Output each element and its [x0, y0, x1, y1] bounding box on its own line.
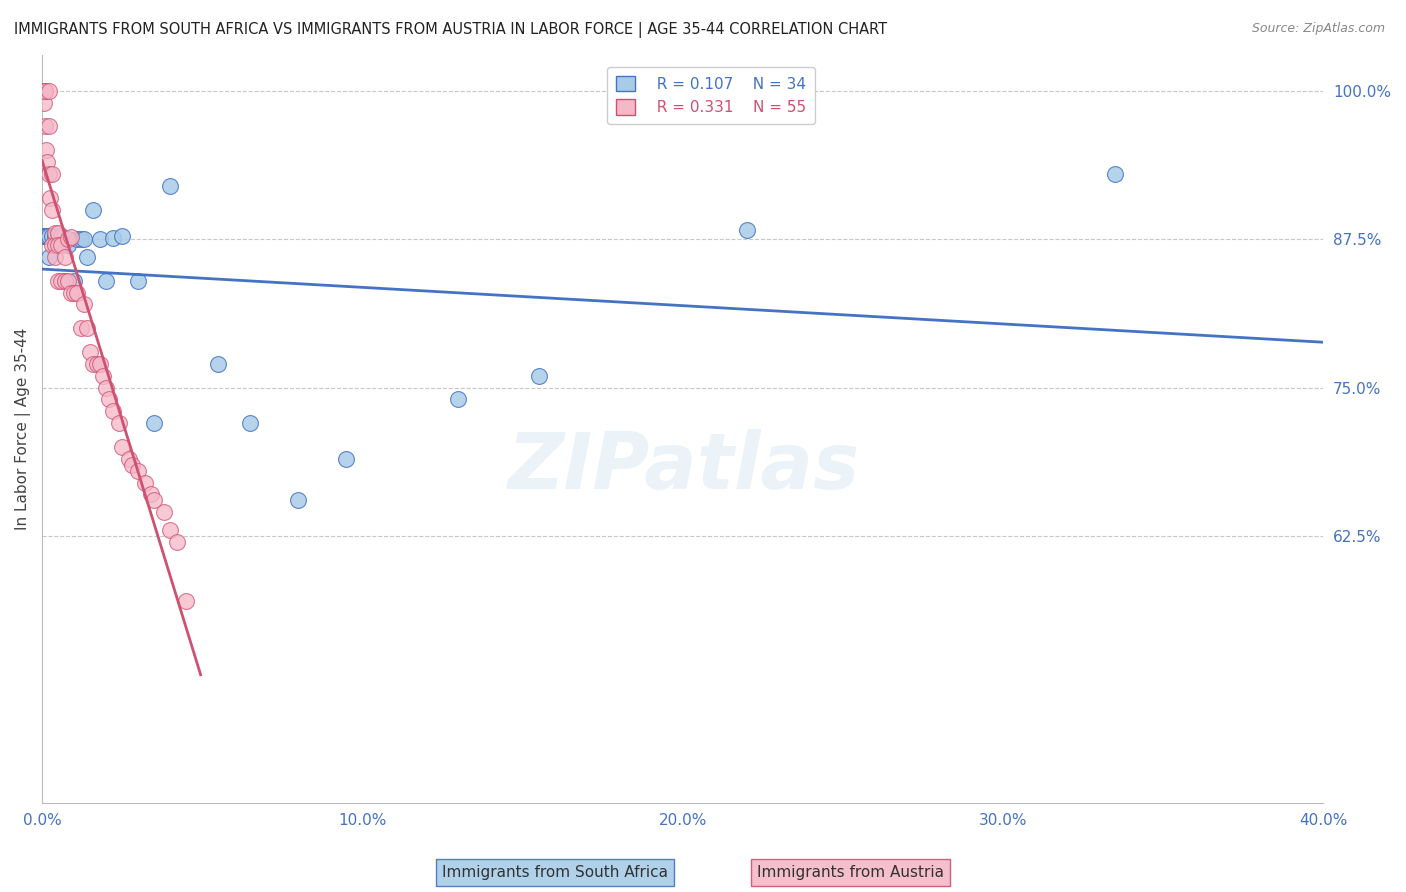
- Text: ZIPatlas: ZIPatlas: [506, 428, 859, 505]
- Point: [32, 84, 55, 98]
- Point: [86, 357, 108, 371]
- Point: [79, 345, 101, 359]
- Point: [89, 232, 111, 246]
- Point: [127, 274, 149, 288]
- Point: [32, 228, 55, 243]
- Point: [44, 238, 66, 252]
- Point: [174, 594, 197, 608]
- Point: [127, 464, 149, 478]
- Point: [143, 416, 166, 430]
- Point: [46, 228, 69, 243]
- Point: [335, 451, 357, 466]
- Y-axis label: In Labor Force | Age 35-44: In Labor Force | Age 35-44: [15, 328, 31, 531]
- Point: [121, 458, 143, 472]
- Point: [82, 357, 104, 371]
- Point: [1104, 167, 1126, 181]
- Point: [41, 167, 63, 181]
- Point: [38, 167, 60, 181]
- Point: [447, 392, 470, 407]
- Point: [207, 357, 229, 371]
- Point: [53, 250, 76, 264]
- Point: [143, 493, 166, 508]
- Point: [34, 228, 56, 243]
- Point: [159, 178, 181, 193]
- Point: [153, 505, 176, 519]
- Text: Immigrants from South Africa: Immigrants from South Africa: [443, 865, 668, 880]
- Point: [46, 274, 69, 288]
- Point: [735, 223, 758, 237]
- Point: [96, 274, 118, 288]
- Point: [63, 285, 86, 300]
- Point: [41, 228, 63, 243]
- Point: [117, 451, 139, 466]
- Point: [59, 229, 82, 244]
- Point: [56, 232, 79, 246]
- Point: [34, 228, 56, 243]
- Point: [41, 238, 63, 252]
- Point: [51, 238, 73, 252]
- Point: [108, 416, 131, 430]
- Point: [38, 250, 60, 264]
- Point: [66, 285, 89, 300]
- Point: [35, 155, 58, 169]
- Text: Immigrants from Austria: Immigrants from Austria: [756, 865, 945, 880]
- Point: [89, 357, 111, 371]
- Point: [527, 368, 550, 383]
- Point: [287, 493, 309, 508]
- Point: [166, 535, 188, 549]
- Point: [76, 321, 98, 335]
- Text: Source: ZipAtlas.com: Source: ZipAtlas.com: [1251, 22, 1385, 36]
- Text: IMMIGRANTS FROM SOUTH AFRICA VS IMMIGRANTS FROM AUSTRIA IN LABOR FORCE | AGE 35-: IMMIGRANTS FROM SOUTH AFRICA VS IMMIGRAN…: [14, 22, 887, 38]
- Point: [38, 120, 60, 134]
- Point: [111, 440, 134, 454]
- Point: [44, 228, 66, 243]
- Point: [56, 274, 79, 288]
- Point: [41, 202, 63, 217]
- Point: [73, 297, 96, 311]
- Point: [96, 381, 118, 395]
- Point: [34, 84, 56, 98]
- Point: [35, 143, 58, 157]
- Point: [139, 487, 162, 501]
- Point: [111, 228, 134, 243]
- Point: [51, 228, 73, 243]
- Point: [134, 475, 156, 490]
- Point: [159, 523, 181, 537]
- Point: [98, 392, 121, 407]
- Point: [66, 232, 89, 246]
- Point: [56, 238, 79, 252]
- Point: [34, 84, 56, 98]
- Point: [91, 368, 114, 383]
- Point: [101, 231, 124, 245]
- Legend:   R = 0.107    N = 34,   R = 0.331    N = 55: R = 0.107 N = 34, R = 0.331 N = 55: [607, 67, 815, 125]
- Point: [35, 228, 58, 243]
- Point: [34, 95, 56, 110]
- Point: [53, 274, 76, 288]
- Point: [59, 285, 82, 300]
- Point: [51, 274, 73, 288]
- Point: [44, 250, 66, 264]
- Point: [82, 202, 104, 217]
- Point: [63, 274, 86, 288]
- Point: [32, 84, 55, 98]
- Point: [239, 416, 262, 430]
- Point: [32, 84, 55, 98]
- Point: [73, 232, 96, 246]
- Point: [35, 228, 58, 243]
- Point: [46, 226, 69, 240]
- Point: [101, 404, 124, 418]
- Point: [38, 84, 60, 98]
- Point: [34, 120, 56, 134]
- Point: [39, 191, 62, 205]
- Point: [76, 250, 98, 264]
- Point: [69, 232, 91, 246]
- Point: [69, 321, 91, 335]
- Point: [38, 228, 60, 243]
- Point: [53, 274, 76, 288]
- Point: [44, 226, 66, 240]
- Point: [46, 238, 69, 252]
